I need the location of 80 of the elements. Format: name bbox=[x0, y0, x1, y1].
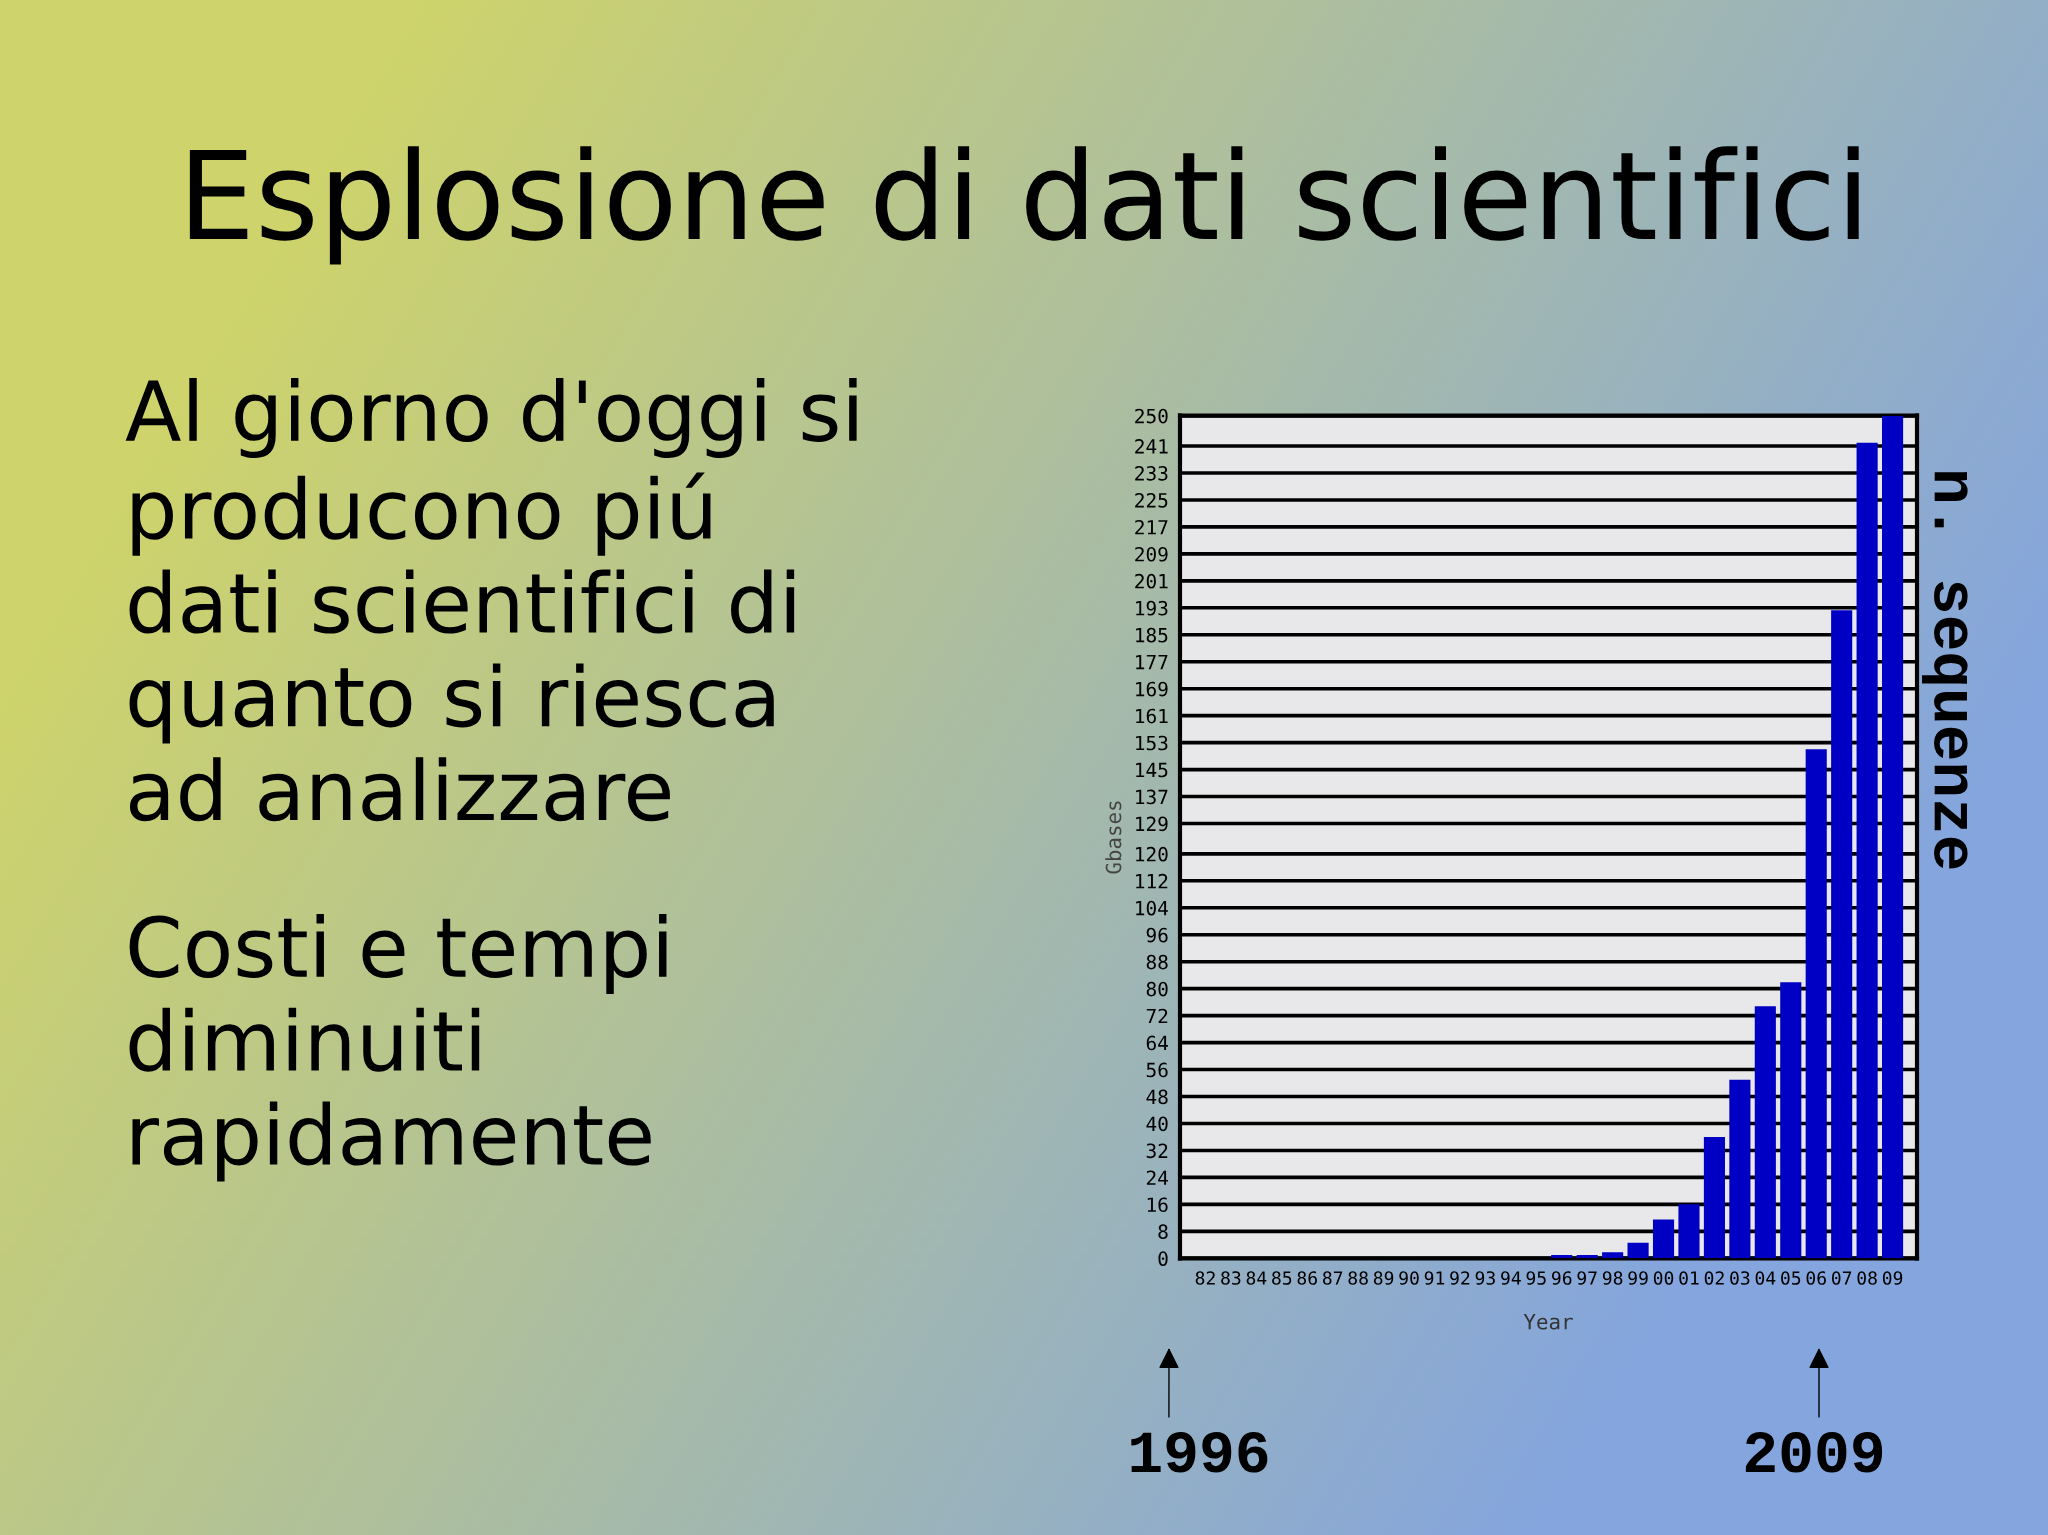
y-tick-label: 8 bbox=[1158, 1224, 1168, 1240]
y-tick-label: 193 bbox=[1136, 600, 1168, 616]
y-tick-label: 16 bbox=[1147, 1197, 1168, 1213]
y-tick-label: 24 bbox=[1146, 1170, 1168, 1185]
x-tick-label: 97 bbox=[1577, 1271, 1597, 1285]
bar bbox=[1602, 1252, 1624, 1259]
bar bbox=[1831, 610, 1853, 1259]
x-axis-title: Year bbox=[1523, 1314, 1573, 1330]
y-tick-label: 209 bbox=[1135, 546, 1168, 562]
text: 2009 bbox=[1745, 1432, 1883, 1473]
bar bbox=[1678, 1204, 1700, 1259]
y-tick-label: 120 bbox=[1136, 846, 1168, 862]
x-tick-label: 08 bbox=[1857, 1271, 1877, 1285]
y-tick-label: 40 bbox=[1146, 1116, 1168, 1132]
y-tick-label: 145 bbox=[1136, 762, 1168, 778]
x-tick-label: 02 bbox=[1704, 1271, 1724, 1285]
x-tick-label: 95 bbox=[1526, 1271, 1546, 1285]
y-tick-label: 225 bbox=[1135, 492, 1168, 508]
text: Costi e tempi diminuiti rapidamente bbox=[129, 914, 667, 1182]
x-tick-label: 84 bbox=[1246, 1271, 1267, 1285]
x-tick-label: 85 bbox=[1272, 1271, 1292, 1285]
y-tick-label: 96 bbox=[1146, 927, 1168, 943]
x-tick-label: 96 bbox=[1551, 1271, 1572, 1285]
x-tick-label: 83 bbox=[1221, 1271, 1241, 1285]
y-tick-label: 201 bbox=[1135, 573, 1168, 589]
y-tick-label: 129 bbox=[1136, 816, 1168, 832]
y-tick-label: 88 bbox=[1146, 954, 1168, 970]
x-tick-label: 09 bbox=[1882, 1271, 1903, 1285]
x-tick-label: 01 bbox=[1679, 1271, 1699, 1285]
y-tick-label: 217 bbox=[1135, 519, 1168, 535]
x-tick-label: 94 bbox=[1501, 1271, 1521, 1285]
x-tick-label: 93 bbox=[1475, 1271, 1495, 1285]
x-tick-label: 99 bbox=[1628, 1271, 1648, 1285]
text: Al giorno d'oggi si producono piú dati scientifici di quanto si riesca ad analizzare bbox=[125, 378, 857, 822]
x-tick-label: 87 bbox=[1322, 1271, 1343, 1285]
text: n. sequenze bbox=[1922, 472, 1968, 869]
y-tick-label: 72 bbox=[1146, 1008, 1168, 1024]
x-tick-label: 89 bbox=[1373, 1271, 1394, 1285]
x-tick-label: 04 bbox=[1755, 1271, 1776, 1285]
x-tick-label: 06 bbox=[1806, 1271, 1826, 1285]
y-axis-title: Gbases bbox=[1105, 801, 1122, 874]
x-tick-label: 88 bbox=[1348, 1271, 1368, 1285]
bar bbox=[1652, 1219, 1675, 1259]
y-tick-label: 32 bbox=[1146, 1143, 1168, 1159]
y-tick-label: 241 bbox=[1135, 439, 1168, 454]
y-tick-label: 169 bbox=[1136, 681, 1168, 697]
chart-title: Esplosione di dati scientifici bbox=[189, 146, 1859, 265]
bar bbox=[1805, 749, 1827, 1259]
y-tick-label: 104 bbox=[1136, 900, 1168, 916]
bar bbox=[1856, 442, 1878, 1259]
bar bbox=[1703, 1136, 1725, 1259]
x-tick-label: 98 bbox=[1602, 1271, 1623, 1285]
x-tick-label: 03 bbox=[1730, 1271, 1750, 1285]
x-tick-label: 07 bbox=[1831, 1271, 1852, 1285]
y-tick-label: 250 bbox=[1135, 408, 1168, 424]
y-tick-label: 0 bbox=[1158, 1251, 1168, 1267]
x-tick-label: 82 bbox=[1195, 1271, 1215, 1285]
x-tick-label: 00 bbox=[1653, 1271, 1674, 1285]
x-tick-label: 92 bbox=[1450, 1271, 1470, 1285]
bar bbox=[1780, 982, 1802, 1259]
x-tick-label: 86 bbox=[1297, 1271, 1317, 1285]
y-tick-label: 177 bbox=[1136, 655, 1168, 670]
x-tick-label: 05 bbox=[1781, 1271, 1801, 1285]
bar bbox=[1754, 1006, 1776, 1259]
text: 1996 bbox=[1131, 1432, 1268, 1473]
y-tick-label: 112 bbox=[1136, 873, 1168, 889]
y-tick-label: 80 bbox=[1146, 981, 1168, 997]
bar bbox=[1627, 1242, 1649, 1259]
y-tick-label: 56 bbox=[1146, 1062, 1168, 1078]
x-tick-label: 90 bbox=[1399, 1271, 1419, 1285]
y-tick-label: 233 bbox=[1135, 466, 1168, 481]
bar bbox=[1882, 415, 1904, 1259]
y-tick-label: 137 bbox=[1136, 789, 1168, 805]
x-tick-label: 91 bbox=[1424, 1271, 1445, 1285]
y-tick-label: 153 bbox=[1136, 735, 1168, 751]
y-tick-label: 48 bbox=[1146, 1089, 1168, 1105]
y-tick-label: 161 bbox=[1136, 708, 1168, 724]
y-tick-label: 185 bbox=[1136, 627, 1168, 643]
bar bbox=[1729, 1079, 1751, 1259]
y-tick-label: 64 bbox=[1146, 1035, 1168, 1051]
